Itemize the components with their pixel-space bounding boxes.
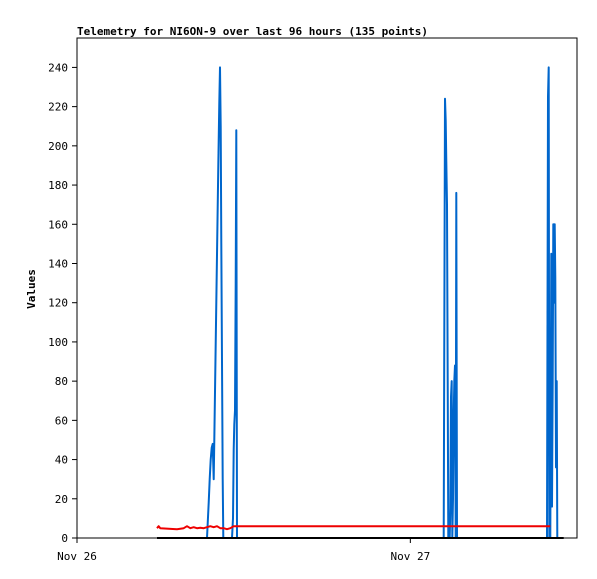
series-line-1 [156,525,551,531]
plot-area-frame [76,37,578,539]
x-tick-label: Nov 26 [57,550,97,563]
y-tick-label: 160 [48,218,68,231]
series-line-0 [203,66,559,539]
y-tick-label: 180 [48,179,68,192]
chart-title: Telemetry for NI6ON-9 over last 96 hours… [77,25,428,38]
y-tick-label: 220 [48,101,68,114]
y-tick-label: 140 [48,257,68,270]
y-tick-label: 100 [48,336,68,349]
y-tick-label: 240 [48,61,68,74]
series-layer [156,66,564,539]
y-tick-label: 0 [61,532,68,545]
y-axis: 0 20 40 60 80 100 120 140 160 180 200 220 240 [48,61,77,545]
y-tick-label: 80 [55,375,68,388]
x-axis: Nov 26 Nov 27 [57,538,430,563]
y-tick-label: 120 [48,297,68,310]
y-tick-label: 200 [48,140,68,153]
y-tick-label: 60 [55,414,68,427]
x-tick-label: Nov 27 [390,550,430,563]
y-tick-label: 20 [55,493,68,506]
y-tick-label: 40 [55,454,68,467]
y-axis-label: Values [25,269,38,309]
